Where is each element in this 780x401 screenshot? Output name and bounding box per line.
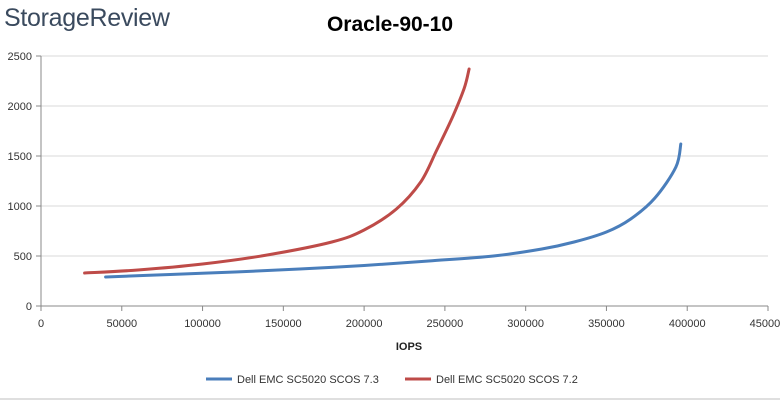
x-tick-label: 450000 [750,318,780,330]
axes [36,55,769,311]
x-tick-label: 150000 [265,318,302,330]
series-lines [83,67,683,279]
series-line-1 [104,142,683,279]
x-tick-label: 200000 [346,318,383,330]
x-tick-label: 300000 [507,318,544,330]
series-line-2 [83,67,471,275]
y-tick-label: 1000 [8,201,32,213]
x-tick-label: 100000 [184,318,221,330]
y-tick-label: 2000 [8,101,32,113]
y-tick-label: 1500 [8,151,32,163]
x-axis-title: IOPS [396,341,422,353]
chart-title: Oracle-90-10 [326,13,454,36]
x-tick-label: 400000 [669,318,706,330]
x-tick-label: 0 [38,318,44,330]
x-tick-label: 350000 [588,318,625,330]
x-tick-label: 50000 [106,318,137,330]
y-tick-label: 2500 [8,51,32,63]
legend-label-series-2: Dell EMC SC5020 SCOS 7.2 [436,374,578,386]
gridlines [41,55,768,257]
tick-labels: 0 500 1000 1500 2000 2500 0 50000 100000 150000 20… [8,51,780,330]
legend-label-series-1: Dell EMC SC5020 SCOS 7.3 [237,374,379,386]
y-tick-label: 500 [14,251,32,263]
x-tick-label: 250000 [427,318,464,330]
y-tick-label: 0 [26,301,32,313]
storagereview-logo: StorageReview [4,4,170,32]
